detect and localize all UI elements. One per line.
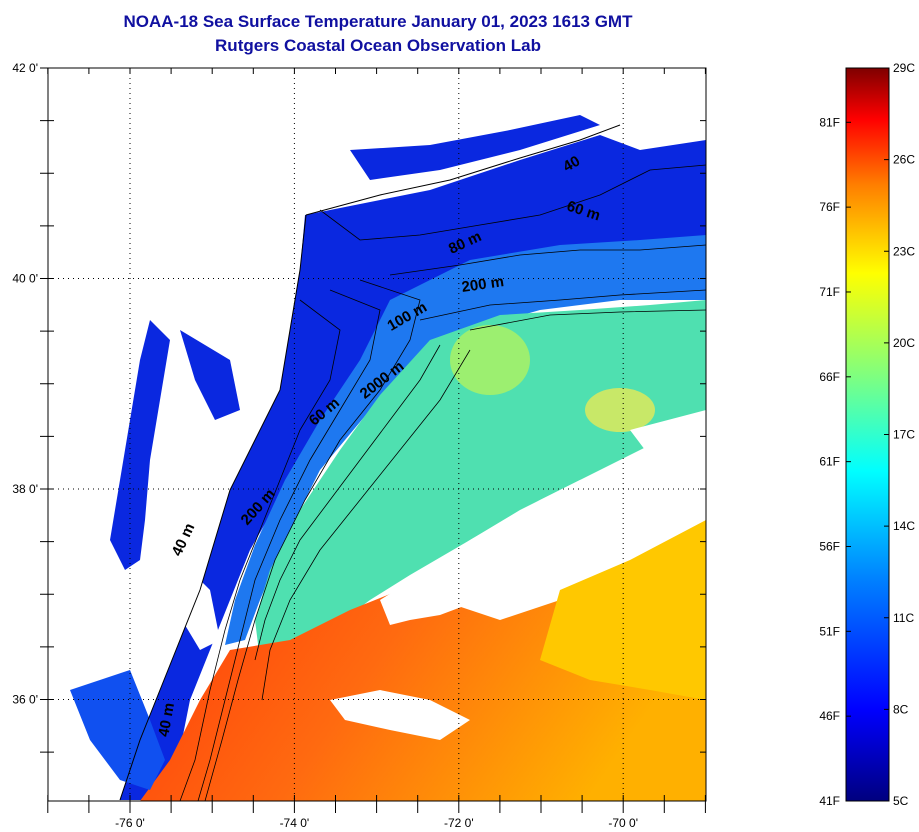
colorbar-fahrenheit-label: 51F: [819, 624, 840, 638]
cloud-mask-east: [630, 410, 706, 470]
land-mask-delmarva: [160, 330, 220, 650]
axis-ticks: 42 0' 40 0' 38 0' 36 0' -76 0' -74 0' -72 0' -7…: [12, 61, 706, 830]
bathymetry-contours: [179, 164, 706, 801]
colorbar-celsius-label: 11C: [893, 611, 914, 625]
sst-imagery: [70, 115, 706, 801]
colorbar-fahrenheit-label: 76F: [819, 200, 840, 214]
colorbar-fahrenheit-label: 46F: [819, 709, 840, 723]
slope-water: [225, 235, 706, 645]
pamlico-sound: [70, 670, 165, 790]
colorbar-fahrenheit-label: 41F: [819, 794, 840, 808]
colorbar-celsius-label: 14C: [893, 519, 915, 533]
colorbar-celsius-label: 23C: [893, 244, 915, 258]
colorbar: [845, 67, 890, 802]
colorbar-celsius-label: 20C: [893, 336, 915, 350]
colorbar-labels: 29C 26C 23C 20C 17C 14C 11C 8C 5C 81F 76F 71F 66F 61F…: [819, 61, 915, 808]
contour-label: 40 m: [155, 701, 178, 738]
graticule: [48, 67, 706, 801]
contour-label: 200 m: [461, 273, 505, 296]
colorbar-fahrenheit-label: 61F: [819, 455, 840, 469]
cloud-mask-south: [330, 690, 470, 740]
coastline: [119, 214, 307, 801]
colorbar-fahrenheit-label: 56F: [819, 539, 840, 553]
colorbar-celsius-label: 5C: [893, 794, 909, 808]
colorbar-celsius-label: 8C: [893, 702, 909, 716]
long-island-sound: [350, 115, 600, 180]
colorbar-fahrenheit-label: 81F: [819, 115, 840, 129]
lat-tick-label: 40 0': [12, 272, 38, 286]
map-title: NOAA-18 Sea Surface Temperature January …: [123, 12, 633, 31]
lat-tick-label: 36 0': [12, 693, 38, 707]
cloud-mask: [380, 470, 706, 625]
shelf-water: [120, 135, 706, 800]
lon-tick-label: -76 0': [115, 816, 145, 830]
green-patch: [450, 325, 530, 395]
colorbar-fahrenheit-label: 66F: [819, 370, 840, 384]
colorbar-celsius-label: 17C: [893, 428, 915, 442]
lat-tick-label: 42 0': [12, 61, 38, 75]
colorbar-fahrenheit-label: 71F: [819, 285, 840, 299]
map-subtitle: Rutgers Coastal Ocean Observation Lab: [215, 36, 541, 55]
long-island-coast: [305, 124, 621, 216]
lon-tick-label: -72 0': [444, 816, 474, 830]
colorbar-celsius-label: 26C: [893, 153, 915, 167]
contour-label: 40: [560, 153, 583, 176]
lat-tick-label: 38 0': [12, 482, 38, 496]
delaware-bay: [180, 330, 240, 420]
colorbar-celsius-label: 29C: [893, 61, 915, 75]
yellow-warm-water: [540, 520, 706, 700]
yellow-patch: [585, 388, 655, 432]
offshore-water: [255, 300, 706, 660]
chesapeake-bay: [110, 320, 170, 570]
lon-tick-label: -74 0': [280, 816, 310, 830]
lon-tick-label: -70 0': [608, 816, 638, 830]
